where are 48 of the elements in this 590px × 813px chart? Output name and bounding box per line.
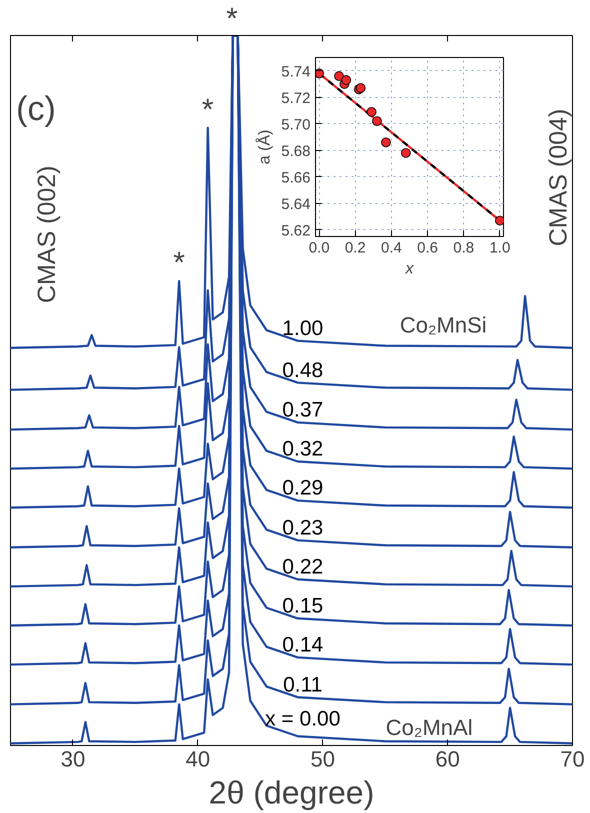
y-tick-label: 5.64: [281, 196, 311, 213]
y-tick-label: 5.66: [281, 169, 311, 186]
y-tick-label: 5.74: [281, 63, 311, 80]
series-label: 0.37: [282, 398, 324, 422]
x-tick-label: 40: [186, 746, 210, 772]
point: [494, 216, 504, 226]
series-label: 0.32: [282, 438, 324, 461]
y-tick-label: 5.62: [281, 222, 311, 240]
series-label: 0.48: [282, 358, 324, 382]
series-label: 0.22: [282, 555, 324, 578]
point: [316, 68, 324, 78]
point: [381, 137, 391, 148]
series-label: 0.23: [282, 516, 324, 540]
series-label: 0.29: [282, 476, 324, 500]
annotation: *: [202, 94, 214, 127]
x-tick-label: 0.0: [308, 240, 330, 256]
point: [334, 71, 344, 81]
series-label: 0.11: [283, 673, 322, 696]
x-tick-label: 0.2: [344, 240, 366, 256]
annotation: Co₂MnAl: [386, 714, 473, 740]
x-tick-label: 0.6: [417, 240, 438, 256]
series-label: 0.15: [282, 594, 324, 618]
annotation: *: [173, 246, 186, 280]
annotation: CMAS (002): [33, 166, 62, 304]
point: [400, 148, 411, 158]
y-axis-title: a (Å): [255, 130, 274, 164]
x-tick-label: 30: [60, 746, 86, 772]
annotation: *: [226, 2, 238, 36]
x-tick-label: 60: [435, 746, 460, 772]
x-axis-title: 2θ (degree): [208, 774, 374, 810]
series-label: 0.14: [282, 634, 324, 657]
annotation: Co₂MnSi: [400, 312, 487, 338]
series-label: 1.00: [282, 316, 324, 340]
x-tick-label: 50: [310, 746, 335, 772]
point: [366, 106, 376, 117]
point: [341, 75, 352, 85]
y-tick-label: 5.70: [281, 116, 311, 134]
series-label: x = 0.00: [265, 707, 340, 730]
x-tick-label: 0.4: [380, 240, 402, 256]
y-tick-label: 5.68: [281, 142, 311, 160]
annotation: (c): [16, 90, 56, 128]
x-tick-label: 1.0: [489, 240, 510, 256]
y-tick-label: 5.72: [281, 90, 311, 107]
x-tick-label: 0.8: [453, 240, 474, 256]
x-axis-title: x: [404, 260, 414, 278]
point: [372, 116, 382, 126]
x-tick-label: 70: [560, 746, 585, 772]
annotation: CMAS (004): [544, 108, 572, 246]
